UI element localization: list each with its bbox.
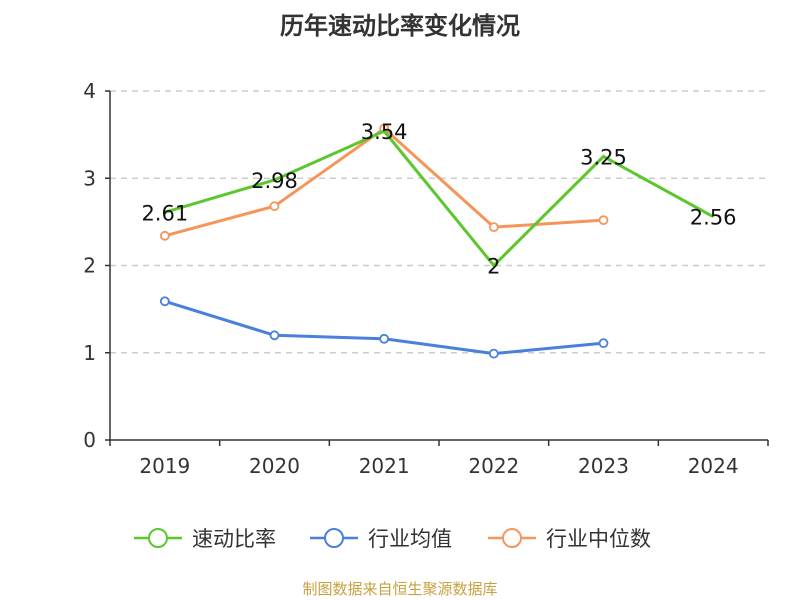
legend-label: 行业中位数 <box>546 527 651 551</box>
y-tick-label: 3 <box>83 166 96 190</box>
legend-marker <box>502 528 522 548</box>
legend-label: 速动比率 <box>192 527 276 551</box>
x-tick-label: 2021 <box>359 454 410 478</box>
data-point <box>598 338 609 349</box>
chart-title: 历年速动比率变化情况 <box>280 12 520 40</box>
legend-label: 行业均值 <box>368 527 452 551</box>
legend-marker <box>148 528 168 548</box>
series-line <box>164 299 604 356</box>
source-note: 制图数据来自恒生聚源数据库 <box>302 580 498 598</box>
data-point <box>488 348 499 359</box>
y-tick-label: 2 <box>83 254 96 278</box>
data-label: 3.25 <box>580 145 627 169</box>
data-label: 2 <box>487 255 500 279</box>
data-label: 3.54 <box>361 120 408 144</box>
series-line <box>164 129 714 267</box>
y-tick-label: 4 <box>83 79 96 103</box>
data-label: 2.56 <box>690 206 737 230</box>
data-labels: 2.61 2.98 3.54 2 3.25 2.56 <box>141 120 736 278</box>
x-tick-label: 2023 <box>578 454 629 478</box>
x-tick-label: 2022 <box>468 454 519 478</box>
data-point <box>269 330 280 341</box>
data-point <box>269 201 280 212</box>
x-tick-label: 2024 <box>688 454 739 478</box>
data-label: 2.98 <box>251 169 298 193</box>
data-point <box>159 296 170 307</box>
series-lines <box>159 123 714 359</box>
axes: 0 1 2 3 4 2019 2020 2021 2022 2023 2024 <box>83 79 769 478</box>
legend-marker <box>324 528 344 548</box>
legend-item[interactable]: 速动比率 <box>134 527 276 551</box>
data-point <box>379 333 390 344</box>
data-point <box>488 222 499 233</box>
series-line <box>164 127 604 238</box>
data-label: 2.61 <box>141 201 188 225</box>
x-tick-label: 2019 <box>139 454 190 478</box>
x-tick-label: 2020 <box>249 454 300 478</box>
legend-item[interactable]: 行业中位数 <box>488 527 651 551</box>
data-point <box>598 215 609 226</box>
legend[interactable]: 速动比率 行业均值 行业中位数 <box>134 527 651 551</box>
legend-item[interactable]: 行业均值 <box>310 527 452 551</box>
data-point <box>159 230 170 241</box>
y-tick-label: 0 <box>83 428 96 452</box>
y-tick-label: 1 <box>83 341 96 365</box>
